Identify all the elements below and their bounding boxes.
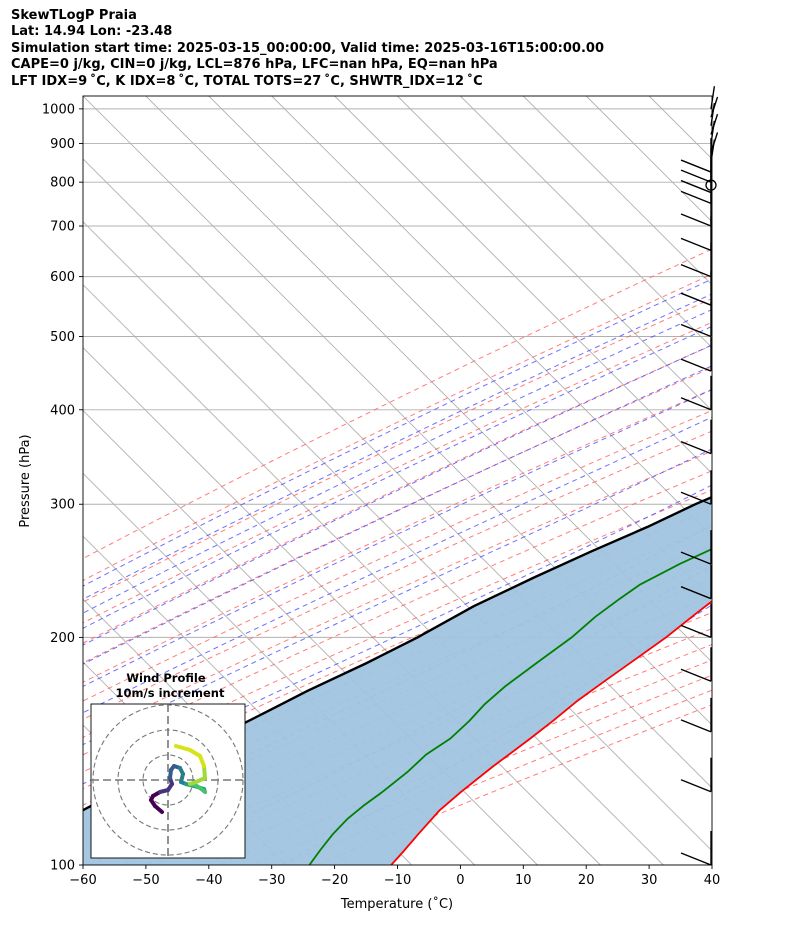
y-tick-label: 700 [50, 220, 75, 235]
wind-barb [680, 551, 712, 565]
x-tick-label: −60 [69, 873, 96, 888]
y-tick-label: 900 [50, 137, 75, 152]
dry-adiabat [83, 450, 712, 738]
x-tick-label: 0 [456, 873, 464, 888]
wind-barb [680, 213, 712, 227]
dry-adiabat [83, 430, 712, 720]
temperature-line [390, 600, 712, 865]
isotherm-line [208, 96, 712, 600]
wind-barb [680, 292, 712, 306]
isotherm-line [397, 96, 712, 412]
y-tick-label: 1000 [42, 102, 75, 117]
wind-barb [710, 86, 716, 109]
wind-barb [680, 323, 712, 338]
wind-barb [710, 103, 716, 126]
wind-barb [680, 491, 712, 505]
wind-barb [680, 237, 712, 251]
chart-title: SkewTLogP Praia [11, 8, 137, 23]
x-tick-label: −10 [384, 873, 411, 888]
chart-location: Lat: 14.94 Lon: -23.48 [11, 24, 173, 40]
wind-barb [680, 719, 712, 733]
dry-adiabat [83, 344, 712, 644]
y-tick-label: 800 [50, 176, 75, 191]
moist-adiabat [83, 416, 712, 714]
wind-barbs [680, 86, 719, 866]
wind-barb [680, 397, 712, 411]
wind-barb [680, 624, 712, 639]
dry-adiabat [83, 273, 712, 582]
dry-adiabat [83, 298, 712, 603]
wind-barb [680, 263, 712, 278]
x-tick-label: 10 [515, 873, 532, 888]
moist-adiabat [83, 325, 712, 629]
isotherm-line [334, 96, 712, 475]
wind-barb [680, 159, 712, 173]
x-tick-label: 20 [578, 873, 595, 888]
isotherm-line [83, 284, 664, 865]
wind-barb [680, 668, 712, 682]
y-tick-label: 600 [50, 270, 75, 285]
y-tick-label: 200 [50, 631, 75, 646]
chart-title-block: SkewTLogP Praia Lat: 14.94 Lon: -23.48 S… [11, 8, 604, 90]
isotherm-line [83, 221, 712, 852]
chart-stability-indices: CAPE=0 j/kg, CIN=0 j/kg, LCL=876 hPa, LF… [11, 57, 498, 73]
y-tick-label: 100 [50, 859, 75, 874]
calm-wind-circle [705, 179, 717, 191]
moist-adiabat [83, 293, 712, 600]
x-tick-label: −30 [258, 873, 285, 888]
isotherm-line [711, 96, 712, 97]
dry-adiabat [83, 248, 712, 560]
isotherm-line [522, 96, 712, 286]
y-tick-label: 400 [50, 403, 75, 418]
isotherm-line [145, 96, 712, 663]
isotherm-line [83, 96, 712, 726]
wind-barb [680, 852, 712, 866]
wind-barb [680, 179, 712, 194]
wind-barb [680, 586, 712, 600]
wind-barb [680, 440, 712, 455]
dewpoint-line [308, 548, 712, 865]
chart-simulation-time: Simulation start time: 2025-03-15_00:00:… [11, 40, 604, 56]
wind-barb [680, 358, 712, 372]
isotherm-line [648, 96, 712, 160]
x-tick-label: 30 [641, 873, 658, 888]
isotherm-line [460, 96, 712, 349]
hodograph-subtitle: 10m/s increment [116, 686, 225, 700]
x-tick-label: −20 [321, 873, 348, 888]
mixing-ratio-line [758, 93, 794, 277]
x-tick-label: 40 [704, 873, 721, 888]
wind-barb [680, 190, 712, 204]
y-tick-label: 500 [50, 330, 75, 345]
hodograph-title: Wind Profile [126, 671, 206, 685]
isotherm-line [271, 96, 712, 537]
moist-adiabat [83, 308, 712, 614]
x-axis-label: Temperature (˚C) [340, 896, 453, 912]
y-tick-label: 300 [50, 498, 75, 513]
chart-temperature-indices: LFT IDX=9 ˚C, K IDX=8 ˚C, TOTAL TOTS=27 … [11, 73, 483, 89]
hodograph-trace [174, 744, 192, 752]
axes: −60 −50 −40 −30 −20 −10 0 10 20 30 40 100 200 300 400 5… [42, 102, 720, 888]
hodograph-inner [91, 704, 245, 858]
isotherm-line [83, 158, 712, 789]
wind-barb [680, 779, 712, 793]
y-axis-label: Pressure (hPa) [18, 434, 33, 527]
sounding-lines [83, 495, 712, 865]
wind-barb [680, 169, 712, 183]
hodograph-trace [202, 764, 207, 780]
dry-adiabat [83, 321, 712, 624]
parcel-profile-line [83, 495, 712, 812]
x-tick-label: −50 [132, 873, 159, 888]
x-tick-label: −40 [195, 873, 222, 888]
